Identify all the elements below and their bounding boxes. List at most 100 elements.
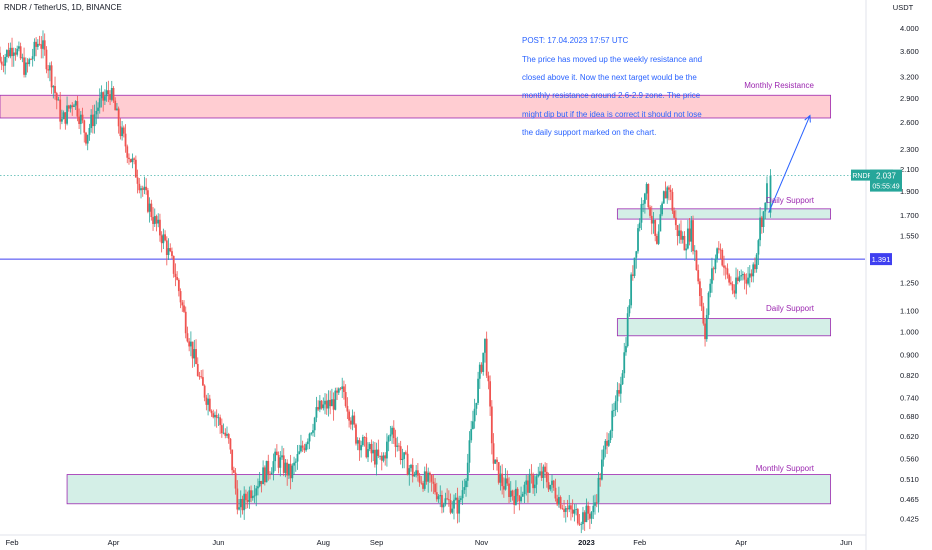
y-tick-label: 1.100 [900, 307, 919, 316]
candle-body [114, 100, 117, 111]
horizontal-line-layer [0, 175, 865, 260]
candle-body [85, 132, 87, 144]
x-tick-label: Sep [370, 538, 383, 547]
candle-body [709, 283, 712, 293]
candle-body [446, 498, 449, 500]
y-tick-label: 2.100 [900, 165, 919, 174]
projection-arrow-head [804, 114, 811, 123]
candle-body [480, 364, 483, 372]
y-tick-label: 0.900 [900, 350, 919, 359]
candle-body [202, 377, 204, 386]
candle-body [4, 56, 7, 66]
candle-body [24, 62, 27, 75]
candle-body [716, 248, 719, 259]
candle-body [416, 470, 419, 476]
candle-body [5, 50, 8, 57]
candle-body [576, 509, 579, 524]
candle-body [463, 487, 466, 491]
candle-body [2, 64, 5, 66]
candle-body [671, 191, 674, 211]
candle-body [229, 438, 232, 450]
candle-body [207, 398, 209, 405]
candle-body [191, 341, 194, 359]
candle-body [355, 424, 357, 444]
candle-body [769, 175, 772, 213]
candle-body [121, 127, 123, 137]
candle-body [183, 305, 185, 312]
candle-body [76, 101, 79, 117]
candle-body [246, 500, 249, 502]
candle-body [755, 254, 758, 270]
candle-body [43, 40, 46, 50]
candle-body [368, 443, 371, 450]
candle-body [275, 451, 278, 456]
candle-body [494, 459, 497, 464]
candle-body [298, 451, 301, 455]
candle-body [52, 86, 55, 88]
candle-body [169, 248, 172, 252]
candle-body [673, 210, 676, 218]
y-tick-label: 2.900 [900, 94, 919, 103]
candle-body [554, 487, 557, 499]
candle-body [329, 399, 332, 407]
candle-body [220, 425, 223, 434]
candle-body [380, 455, 383, 461]
candle-body [231, 449, 234, 471]
candle-body [312, 430, 314, 433]
candle-body [293, 462, 295, 466]
candle-body [116, 108, 118, 111]
candle-body [690, 220, 693, 242]
candle-body [353, 415, 356, 425]
candle-body [640, 204, 643, 223]
candle-body [528, 473, 531, 493]
candle-body [176, 276, 179, 280]
candle-body [656, 235, 658, 244]
candle-body [251, 495, 254, 499]
candle-body [547, 482, 550, 490]
last-price-tag [870, 169, 902, 192]
candle-body [79, 114, 82, 124]
candle-body [318, 400, 321, 410]
candle-body [31, 56, 34, 60]
candle-body [289, 463, 292, 479]
candle-body [215, 414, 218, 418]
candle-body [177, 279, 180, 292]
candle-body [736, 277, 739, 281]
candle-body [188, 341, 191, 347]
candle-body [324, 400, 326, 405]
candle-body [611, 410, 614, 431]
candle-body [573, 509, 576, 514]
candle-body [157, 219, 160, 224]
candle-body [14, 52, 17, 55]
candle-body [735, 277, 737, 294]
candle-body [200, 376, 203, 378]
candle-body [119, 126, 122, 137]
candle-body [650, 215, 653, 224]
candle-body [255, 488, 258, 496]
candle-body [360, 445, 363, 451]
candle-body [588, 513, 591, 519]
candle-body [57, 99, 60, 101]
candle-body [236, 488, 239, 510]
candle-body [487, 375, 490, 382]
candle-body [434, 483, 436, 493]
candle-body [631, 274, 634, 276]
candle-body [485, 338, 488, 376]
candle-body [478, 364, 481, 379]
candle-body [384, 455, 387, 459]
candle-body [516, 488, 519, 496]
candle-body [394, 438, 397, 447]
candle-body [356, 440, 359, 444]
candle-body [657, 231, 660, 244]
candle-body [451, 508, 454, 513]
candle-body [585, 505, 588, 523]
candle-body [645, 183, 648, 194]
candle-body [310, 432, 313, 434]
candle-body [551, 480, 553, 485]
candle-body [277, 455, 280, 468]
candle-body [148, 203, 151, 212]
candle-body [680, 230, 682, 240]
candle-body [258, 480, 261, 487]
candle-body [83, 120, 86, 133]
